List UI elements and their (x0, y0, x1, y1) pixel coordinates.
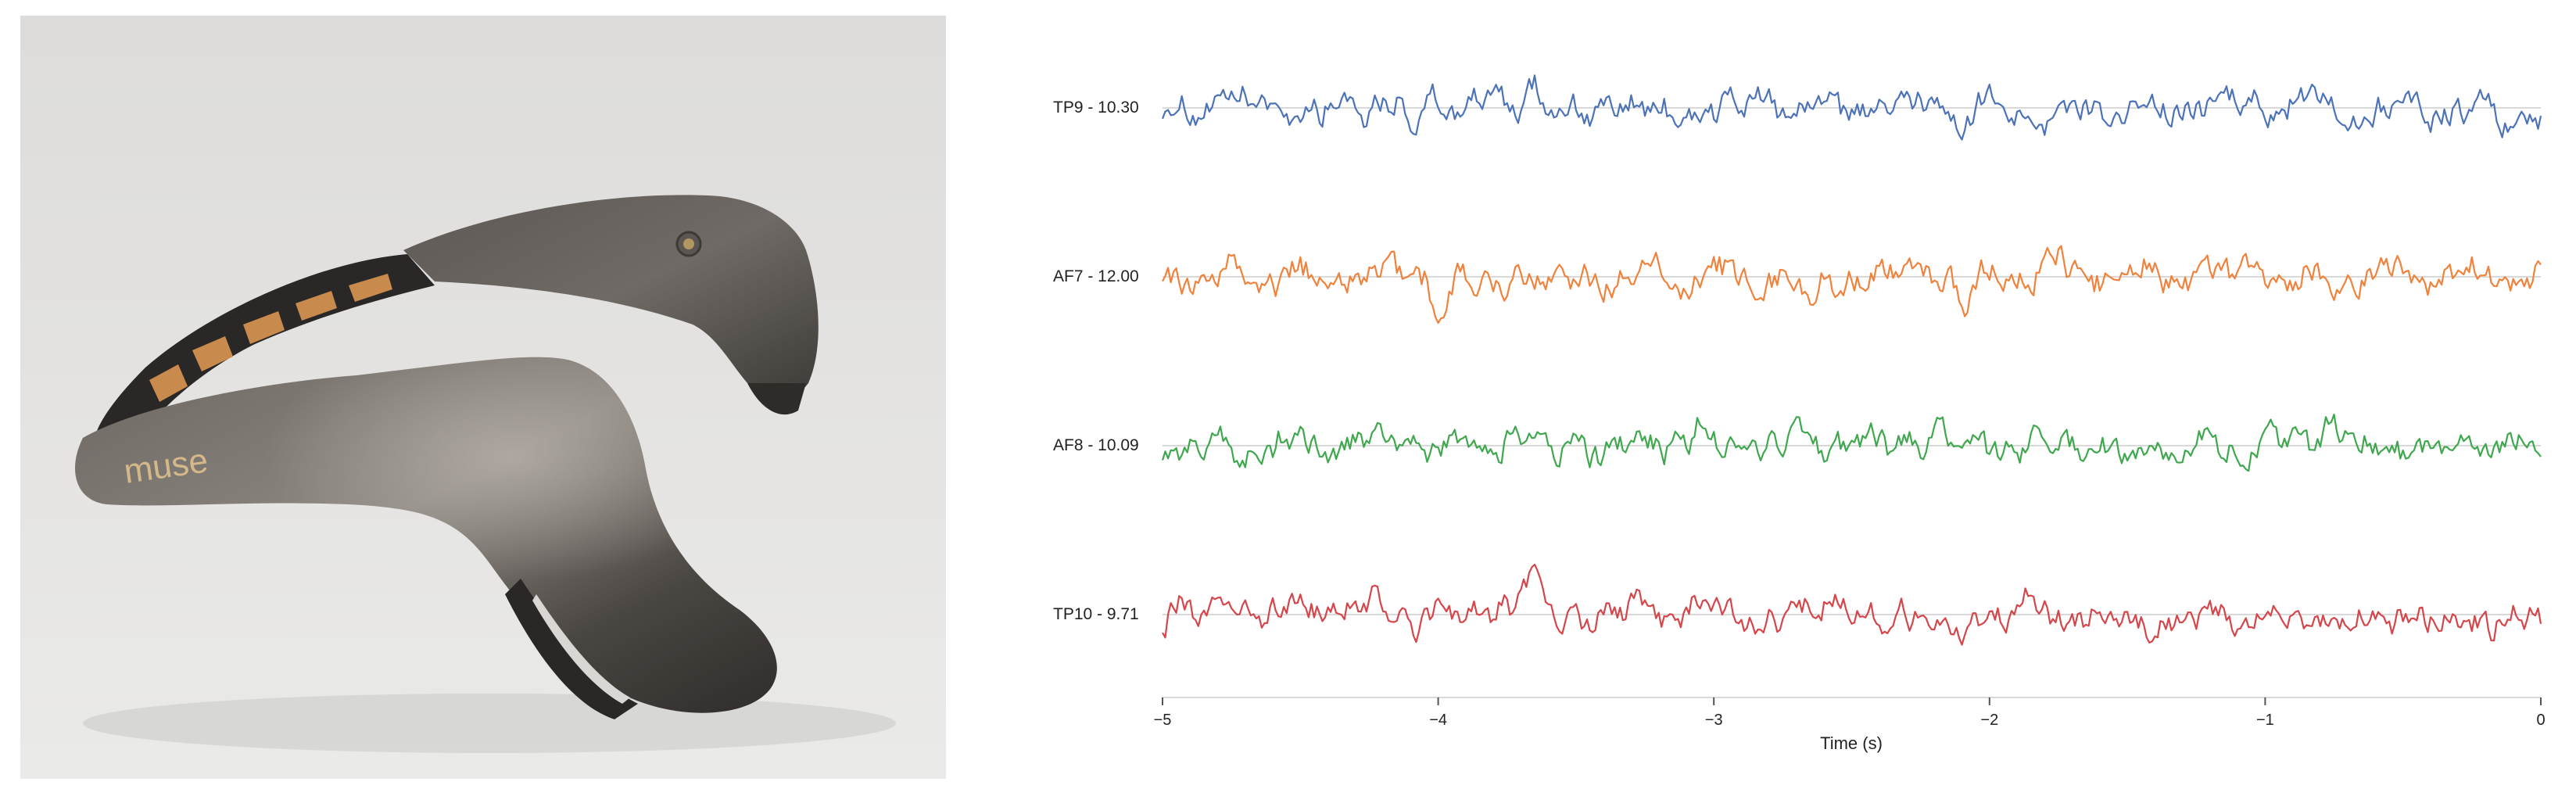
muse-headband-photo: muse (20, 16, 946, 779)
channel-label-tp9: TP9 - 10.30 (1053, 99, 1139, 117)
eeg-chart: TP9 - 10.30 AF7 - 12.00 AF8 - 10.09 TP10… (1016, 0, 2576, 796)
x-tick-label: −1 (2256, 712, 2274, 729)
gridlines (1163, 107, 2541, 698)
channel-label-tp10: TP10 - 9.71 (1053, 605, 1139, 623)
x-tick-label: −2 (1980, 712, 1998, 729)
channel-label-af7: AF7 - 12.00 (1053, 267, 1139, 285)
trace-af8 (1161, 414, 2542, 472)
x-tick-label: 0 (2536, 712, 2545, 729)
x-axis: −5 −4 −3 −2 −1 0 Time (s) (1154, 697, 2546, 753)
x-tick-label: −3 (1705, 712, 1723, 729)
trace-tp10 (1162, 563, 2542, 646)
channel-label-af8: AF8 - 10.09 (1053, 436, 1139, 454)
x-tick-label: −4 (1429, 712, 1447, 729)
trace-tp9 (1161, 74, 2542, 141)
trace-af7 (1162, 245, 2542, 324)
x-axis-title: Time (s) (1820, 733, 1883, 753)
x-tick-label: −5 (1154, 712, 1172, 729)
